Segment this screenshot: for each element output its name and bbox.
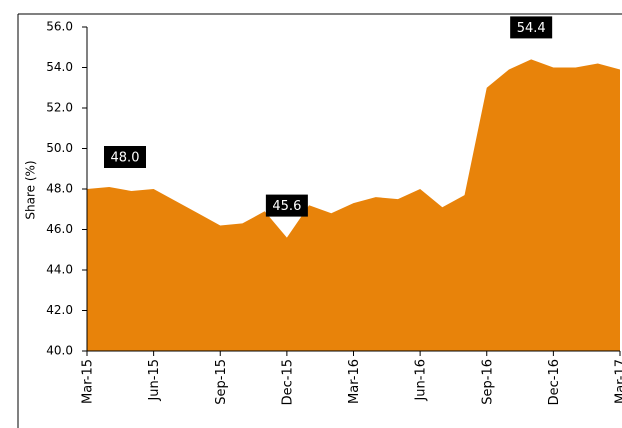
y-tick-label: 52.0 <box>46 101 73 115</box>
y-tick-label: 48.0 <box>46 182 73 196</box>
x-tick-label: Jun-15 <box>147 359 162 402</box>
x-tick-label: Dec-15 <box>280 359 295 405</box>
x-tick-label: Mar-17 <box>614 359 622 404</box>
y-tick-label: 54.0 <box>46 60 73 74</box>
data-label: 54.4 <box>517 21 546 36</box>
x-tick-label: Jun-16 <box>414 359 429 402</box>
data-label-box <box>510 16 553 39</box>
y-tick-label: 42.0 <box>46 303 73 317</box>
y-tick-label: 46.0 <box>46 222 73 236</box>
y-tick-label: 44.0 <box>46 263 73 277</box>
x-tick-label: Sep-15 <box>214 359 229 405</box>
data-label: 48.0 <box>111 151 140 166</box>
data-label-box <box>265 194 308 217</box>
data-label: 45.6 <box>272 199 301 214</box>
y-axis-label: Share (%) <box>24 160 38 219</box>
data-label-box <box>104 146 146 168</box>
x-tick-label: Mar-15 <box>81 359 96 404</box>
area <box>87 59 620 352</box>
x-tick-label: Sep-16 <box>480 359 495 405</box>
y-tick-label: 50.0 <box>46 141 73 155</box>
y-tick-label: 56.0 <box>46 20 73 34</box>
y-tick-label: 40.0 <box>46 344 73 358</box>
x-tick-label: Dec-16 <box>547 359 562 405</box>
x-tick-label: Mar-16 <box>347 359 362 404</box>
